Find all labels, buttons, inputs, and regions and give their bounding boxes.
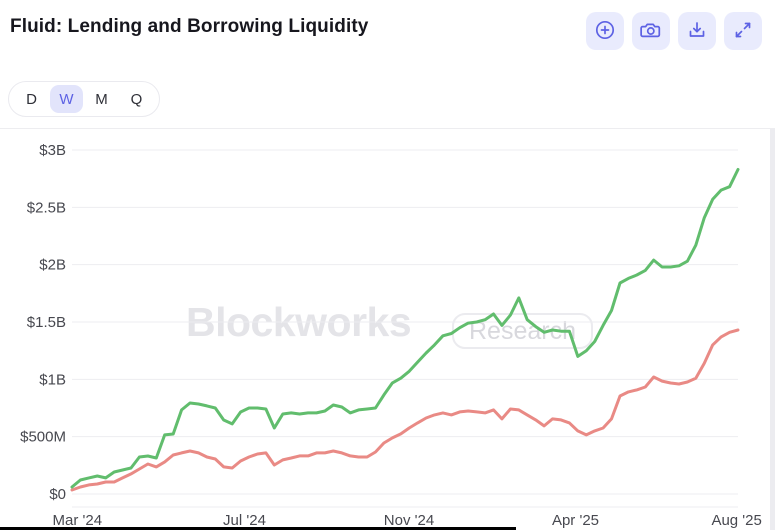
svg-text:$500M: $500M [20, 429, 66, 446]
svg-text:$2B: $2B [39, 257, 66, 274]
expand-icon [732, 19, 754, 44]
svg-text:$0: $0 [49, 486, 66, 503]
snapshot-button[interactable] [632, 12, 670, 50]
svg-text:$1.5B: $1.5B [27, 314, 66, 331]
period-option-monthly[interactable]: M [85, 85, 118, 113]
svg-text:Apr '25: Apr '25 [552, 512, 599, 529]
chart-canvas[interactable]: $0 $500M $1B $1.5B $2B $2.5B $3B Mar '24 Jul '24… [0, 129, 775, 530]
download-tray-icon [686, 19, 708, 44]
fullscreen-button[interactable] [724, 12, 762, 50]
camera-icon [640, 19, 662, 44]
svg-text:$2.5B: $2.5B [27, 199, 66, 216]
period-selector: D W M Q [8, 81, 160, 117]
svg-text:$3B: $3B [39, 142, 66, 159]
svg-text:$1B: $1B [39, 371, 66, 388]
zoom-in-button[interactable] [586, 12, 624, 50]
svg-text:Nov '24: Nov '24 [384, 512, 434, 529]
chart-toolbar [586, 12, 762, 50]
period-option-daily[interactable]: D [15, 85, 48, 113]
svg-text:Aug '25: Aug '25 [711, 512, 761, 529]
header-separator [0, 128, 775, 129]
svg-text:Mar '24: Mar '24 [53, 512, 103, 529]
download-button[interactable] [678, 12, 716, 50]
period-option-weekly[interactable]: W [50, 85, 83, 113]
page-title: Fluid: Lending and Borrowing Liquidity [10, 16, 369, 37]
bottom-edge-bar [0, 527, 516, 530]
circle-plus-icon [594, 19, 616, 44]
liquidity-chart[interactable]: Blockworks Research $0 $500M $1B $1.5B $2B $2… [0, 129, 775, 530]
svg-text:Jul '24: Jul '24 [223, 512, 266, 529]
period-option-quarterly[interactable]: Q [120, 85, 153, 113]
right-scrollbar-track[interactable] [770, 129, 775, 530]
